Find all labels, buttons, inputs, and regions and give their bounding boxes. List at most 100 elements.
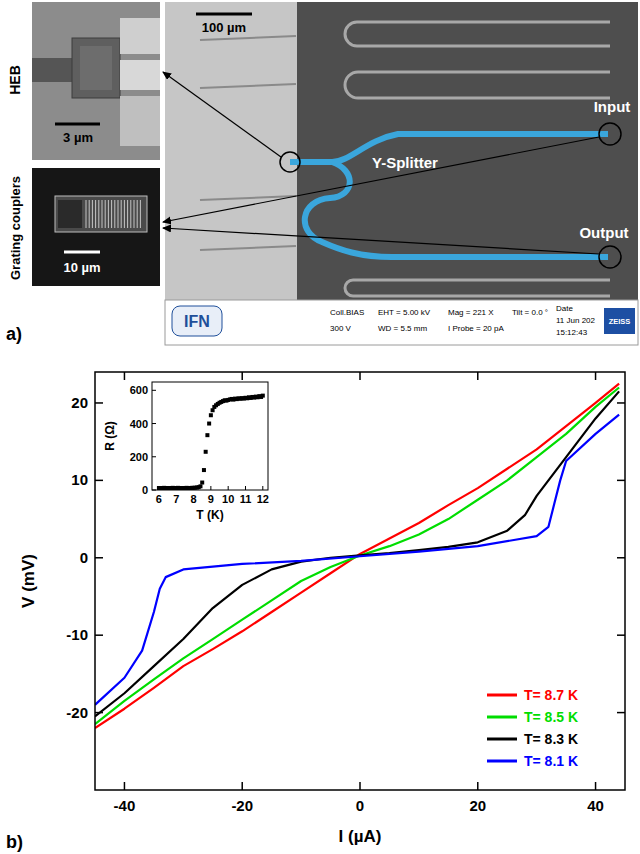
plot-area — [95, 372, 625, 790]
info-text: Tilt = 0.0 ° — [512, 308, 548, 317]
x-tick-label: 11 — [240, 493, 252, 505]
x-tick-label: -20 — [231, 797, 253, 814]
inset-chart: 67891011120200400600T (K)R (Ω) — [103, 382, 269, 522]
data-point — [202, 468, 206, 472]
x-tick — [124, 782, 126, 790]
data-point — [261, 394, 265, 398]
legend-swatch — [487, 694, 517, 697]
x-tick-top — [124, 372, 126, 380]
y-tick — [152, 456, 156, 457]
grating-line — [140, 200, 141, 228]
legend-swatch — [487, 738, 517, 741]
heb-image — [32, 2, 160, 160]
y-tick-label: -10 — [66, 626, 88, 643]
data-point — [200, 481, 204, 485]
waveguide — [345, 280, 610, 296]
legend-swatch — [487, 716, 517, 719]
y-axis-title: R (Ω) — [103, 421, 117, 451]
x-tick-label: 9 — [208, 493, 214, 505]
grating-image — [32, 168, 160, 286]
logo: IFN — [184, 313, 210, 330]
y-tick-right — [617, 402, 625, 404]
y-tick-label: 600 — [130, 384, 148, 396]
brand-box — [604, 308, 635, 334]
x-tick — [595, 782, 597, 790]
heb-pad — [120, 60, 160, 90]
heb-feed — [32, 58, 78, 82]
legend: T= 8.7 KT= 8.5 KT= 8.3 KT= 8.1 K — [487, 687, 578, 769]
scale-bar — [64, 251, 100, 254]
heb-bridge-inner — [80, 46, 112, 90]
x-axis-title: T (K) — [196, 508, 223, 522]
x-tick-label: 0 — [356, 797, 364, 814]
x-tick-label: 10 — [222, 493, 234, 505]
scale-bar-label: 100 µm — [202, 20, 246, 35]
grating-line — [134, 200, 135, 228]
info-text: EHT = 5.00 kV — [378, 308, 431, 317]
x-tick-label: 12 — [257, 493, 269, 505]
image-title: Grating couplers — [8, 176, 23, 280]
x-tick-label: 40 — [587, 797, 604, 814]
y-tick-right — [617, 634, 625, 636]
x-tick — [359, 782, 361, 790]
y-tick — [95, 634, 103, 636]
legend-label: T= 8.1 K — [524, 753, 578, 769]
y-tick-label: 200 — [130, 451, 148, 463]
figure: 3 µmHEB10 µmGrating couplers100 µmY-Spli… — [0, 0, 640, 854]
heb-pad — [120, 96, 160, 146]
grating-box — [55, 196, 147, 232]
sem-metal-area — [165, 2, 297, 300]
info-bar — [165, 300, 638, 345]
grating-line — [105, 200, 106, 228]
y-tick-label: -20 — [66, 704, 88, 721]
y-tick — [152, 390, 156, 391]
y-tick-right — [617, 712, 625, 714]
y-tick-right — [617, 480, 625, 482]
legend-label: T= 8.7 K — [524, 687, 578, 703]
x-tick — [241, 782, 243, 790]
grating-line — [102, 200, 103, 228]
grating-line — [95, 200, 96, 228]
sem-image — [165, 2, 638, 300]
plot-frame — [95, 372, 625, 790]
data-point — [205, 433, 209, 437]
x-tick-top — [241, 372, 243, 380]
y-tick-label: 0 — [142, 484, 148, 496]
y-axis-title: V (mV) — [19, 554, 38, 608]
info-text: Date — [556, 304, 573, 313]
y-tick-label: 20 — [71, 394, 88, 411]
highlight-circle — [280, 152, 300, 172]
x-tick-label: -40 — [114, 797, 136, 814]
inset-plot-area — [152, 382, 268, 490]
grating-taper — [58, 200, 82, 228]
y-tick — [95, 402, 103, 404]
brand: ZEISS — [609, 317, 631, 326]
grating-line — [98, 200, 99, 228]
info-text: 15:12:43 — [556, 328, 588, 337]
electrode — [200, 84, 296, 88]
annotation: Input — [594, 98, 631, 115]
info-text: Mag = 221 X — [448, 308, 494, 317]
x-tick — [228, 486, 229, 490]
y-tick — [95, 557, 103, 559]
image-title: HEB — [7, 65, 23, 95]
grating-line — [89, 200, 90, 228]
highlight-circle — [599, 123, 621, 145]
inset-points — [157, 394, 265, 490]
y-tick-label: 0 — [80, 549, 88, 566]
heb-bridge — [72, 38, 120, 98]
x-tick-label: 7 — [173, 493, 179, 505]
x-tick-label: 8 — [190, 493, 196, 505]
x-tick — [477, 782, 479, 790]
grating-line — [124, 200, 125, 228]
scale-bar-label: 3 µm — [63, 130, 93, 145]
legend-swatch — [487, 760, 517, 763]
logo-box — [172, 306, 222, 336]
x-tick — [245, 486, 246, 490]
x-tick-top — [359, 372, 361, 380]
y-tick — [95, 480, 103, 482]
arrow — [163, 72, 281, 157]
waveguide — [345, 72, 610, 98]
x-tick-top — [477, 372, 479, 380]
scale-bar — [55, 123, 100, 126]
